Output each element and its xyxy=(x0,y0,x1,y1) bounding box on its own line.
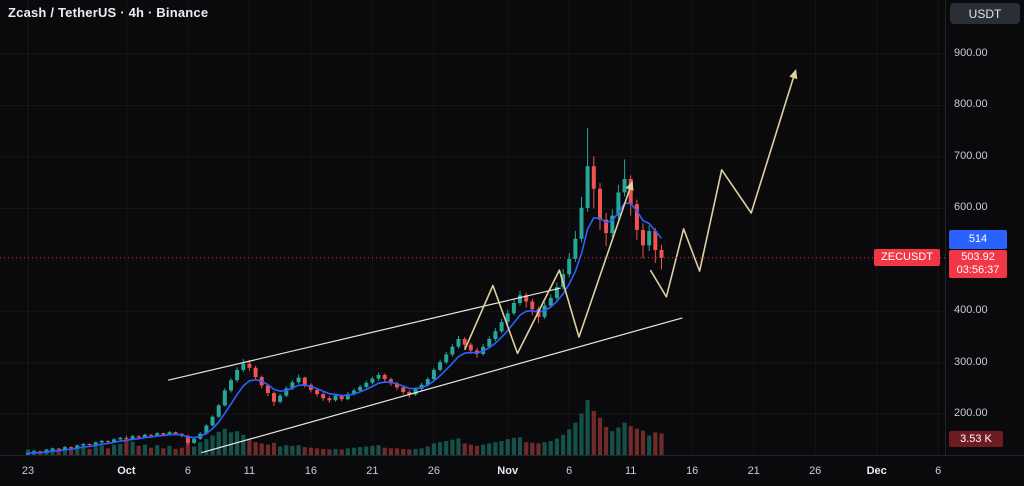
price-line-symbol-label: ZECUSDT xyxy=(874,248,940,266)
current-price-value: 503.92 xyxy=(961,250,995,263)
time-tick-label: 21 xyxy=(747,465,760,477)
symbol-legend[interactable]: Zcash / TetherUS · 4h · Binance xyxy=(8,5,208,20)
time-tick-label: 6 xyxy=(184,465,191,477)
candles xyxy=(26,128,664,455)
time-tick-label: 26 xyxy=(809,465,822,477)
time-tick-label: 26 xyxy=(427,465,441,477)
volume-badge: 3.53 K xyxy=(949,431,1003,447)
price-tick-label: 700.00 xyxy=(954,149,988,162)
time-tick-label: Nov xyxy=(497,465,519,477)
candlestick-chart[interactable] xyxy=(0,0,945,455)
time-tick-label: 16 xyxy=(686,465,699,477)
time-tick-label: 11 xyxy=(624,465,637,477)
moving-average-line[interactable] xyxy=(27,202,663,455)
time-tick-label: 16 xyxy=(304,465,318,477)
price-tick-label: 600.00 xyxy=(954,201,988,214)
chart-area[interactable]: Zcash / TetherUS · 4h · Binance ZECUSDT xyxy=(0,0,945,455)
zigzag-past[interactable] xyxy=(463,180,634,355)
currency-unit-button[interactable]: USDT xyxy=(950,3,1020,24)
current-price-badge[interactable]: 503.92 03:56:37 xyxy=(949,249,1007,278)
time-axis[interactable]: 23 Oct 6 11 16 21 26 Nov 6 11 16 21 26 Dec 6 xyxy=(0,455,1024,486)
time-tick-label: 21 xyxy=(366,465,379,477)
bar-countdown: 03:56:37 xyxy=(956,263,1000,276)
zigzag-projection[interactable] xyxy=(649,69,798,298)
time-tick-label: 23 xyxy=(21,465,35,477)
time-tick-label: 6 xyxy=(935,465,942,477)
lower-channel-line[interactable] xyxy=(201,317,683,454)
price-tick-label: 400.00 xyxy=(954,304,988,317)
upper-channel-line[interactable] xyxy=(168,287,561,381)
alert-price-badge[interactable]: 514 xyxy=(949,229,1007,249)
price-tick-label: 300.00 xyxy=(954,355,988,368)
price-tick-label: 800.00 xyxy=(954,98,988,111)
price-tick-label: 900.00 xyxy=(954,47,988,59)
symbol-title: Zcash / TetherUS · 4h · Binance xyxy=(8,5,209,20)
price-tick-label: 200.00 xyxy=(954,407,988,420)
time-tick-label: Oct xyxy=(117,465,136,477)
time-tick-label: Dec xyxy=(866,465,887,477)
time-tick-label: 11 xyxy=(243,465,256,477)
volume-bars xyxy=(25,400,664,455)
price-axis[interactable]: USDT 514 503.92 03:56:37 3.53 K 900.00 80… xyxy=(945,0,1024,455)
time-tick-label: 6 xyxy=(566,465,573,477)
